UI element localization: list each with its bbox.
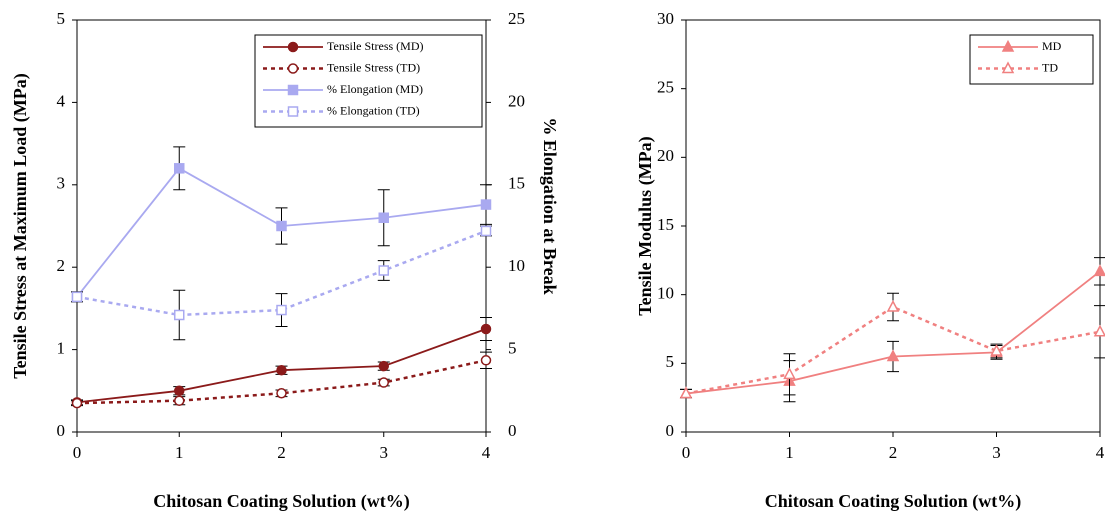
y-tick-label: 20 — [657, 146, 674, 165]
series-line — [76, 229, 487, 317]
y-axis-label: Tensile Modulus (MPa) — [635, 136, 656, 315]
y-tick-label: 1 — [57, 339, 66, 358]
x-axis-label: Chitosan Coating Solution (wt%) — [153, 491, 410, 512]
legend-label: % Elongation (TD) — [327, 103, 420, 117]
marker — [174, 163, 185, 174]
x-tick-label: 0 — [73, 443, 82, 462]
y2-axis-label: % Elongation at Break — [540, 117, 560, 294]
marker — [480, 199, 492, 210]
x-tick-label: 4 — [1096, 443, 1105, 462]
y2-tick-label: 15 — [508, 174, 525, 193]
y2-tick-label: 25 — [508, 9, 525, 28]
y-tick-label: 10 — [657, 284, 674, 303]
marker — [378, 212, 389, 224]
legend-marker — [287, 84, 299, 96]
legend-marker — [1001, 61, 1015, 74]
x-tick-label: 1 — [175, 443, 184, 462]
y2-tick-label: 5 — [508, 339, 517, 358]
y-tick-label: 2 — [57, 256, 66, 275]
marker — [480, 225, 492, 237]
marker — [783, 367, 796, 380]
marker — [378, 360, 389, 372]
marker — [276, 220, 287, 232]
x-tick-label: 1 — [785, 443, 794, 462]
legend-label: MD — [1042, 39, 1062, 53]
x-tick-label: 3 — [992, 443, 1001, 462]
marker — [276, 364, 287, 376]
marker — [990, 343, 1003, 356]
x-tick-label: 4 — [482, 443, 491, 462]
marker — [886, 349, 900, 362]
marker — [378, 377, 389, 388]
marker — [276, 304, 287, 316]
marker — [679, 386, 693, 399]
x-axis-label: Chitosan Coating Solution (wt%) — [765, 491, 1022, 512]
y-tick-label: 15 — [657, 215, 674, 234]
marker — [174, 395, 185, 406]
series-line — [685, 270, 1101, 395]
marker — [174, 385, 185, 397]
y-tick-label: 0 — [57, 421, 66, 440]
y2-tick-label: 0 — [508, 421, 517, 440]
y2-tick-label: 20 — [508, 91, 525, 110]
y-tick-label: 5 — [57, 9, 66, 28]
legend-label: Tensile Stress (TD) — [327, 60, 420, 74]
x-tick-label: 0 — [682, 443, 691, 462]
marker — [480, 355, 492, 366]
marker — [1093, 324, 1105, 337]
marker — [480, 323, 492, 335]
x-tick-label: 3 — [380, 443, 389, 462]
marker — [886, 299, 900, 312]
series-line — [685, 305, 1101, 395]
marker — [71, 291, 83, 303]
y-tick-label: 5 — [666, 352, 675, 371]
marker — [276, 388, 287, 399]
x-tick-label: 2 — [889, 443, 898, 462]
y-tick-label: 4 — [57, 91, 66, 110]
marker — [71, 397, 83, 409]
legend-marker — [1001, 39, 1015, 52]
x-tick-label: 2 — [277, 443, 286, 462]
legend-label: Tensile Stress (MD) — [327, 39, 423, 53]
legend-marker — [287, 41, 299, 53]
y2-tick-label: 10 — [508, 256, 525, 275]
legend-label: % Elongation (MD) — [327, 82, 423, 96]
y-tick-label: 3 — [57, 174, 66, 193]
y-axis-label: Tensile Stress at Maximum Load (MPa) — [10, 73, 31, 379]
legend-label: TD — [1042, 60, 1058, 74]
marker — [1093, 264, 1105, 277]
legend-box — [969, 34, 1094, 85]
marker — [378, 265, 389, 276]
legend-marker — [287, 106, 299, 117]
y-tick-label: 0 — [666, 421, 675, 440]
y-tick-label: 30 — [657, 9, 674, 28]
y-tick-label: 25 — [657, 78, 674, 97]
marker — [174, 309, 185, 321]
legend-marker — [287, 63, 299, 74]
